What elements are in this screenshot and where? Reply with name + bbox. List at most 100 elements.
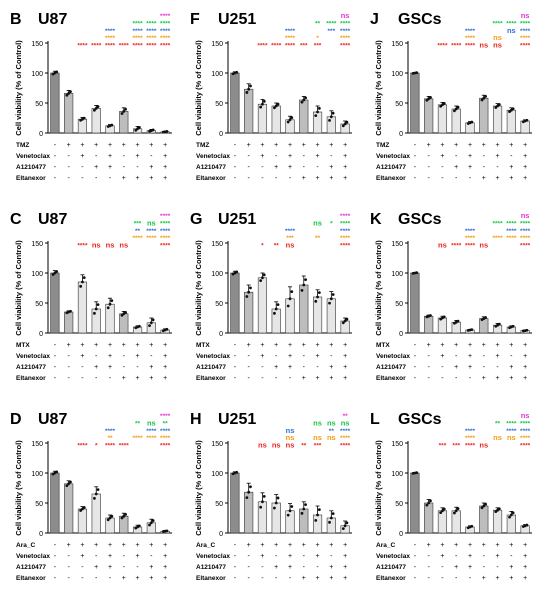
panel-letter: L [370,411,380,428]
significance-label: **** [520,243,531,250]
treatment-sign: - [95,553,98,560]
treatment-sign: + [260,342,264,349]
y-tick-label: 50 [35,501,43,508]
chart-panel-k: K GSCs Cell viability (% of Control) 0 50 100… [370,211,532,382]
bar [91,493,101,534]
significance-label: ns [313,433,322,442]
data-point [65,484,69,487]
bar [312,296,323,334]
treatment-sign: - [427,375,430,382]
treatment-sign: + [316,353,320,360]
treatment-row-label: A1210477 [376,564,406,571]
significance-label: **** [506,235,517,242]
data-point [316,110,319,114]
data-point [67,92,71,95]
data-point [120,112,124,115]
data-point [345,317,349,321]
treatment-sign: - [234,364,237,371]
treatment-sign: + [94,542,98,549]
treatment-sign: + [316,342,320,349]
treatment-sign: - [275,153,278,160]
significance-label: **** [146,435,157,442]
bar [77,118,88,134]
significance-label: **** [465,43,476,50]
treatment-sign: + [343,153,347,160]
treatment-row-label: MTX [376,342,390,349]
bar [299,284,309,334]
treatment-sign: + [122,542,126,549]
significance-label: **** [326,20,337,27]
treatment-sign: - [67,353,70,360]
data-point [120,516,124,520]
data-point [276,102,280,106]
significance-label: **** [465,28,476,35]
data-point [165,529,169,533]
panel-letter: C [10,211,22,228]
treatment-sign: + [94,142,98,149]
data-point [288,118,292,122]
significance-label: **** [340,443,351,450]
treatment-sign: + [149,375,153,382]
data-point [286,304,290,308]
treatment-sign: - [109,375,112,382]
treatment-sign: - [67,153,70,160]
treatment-sign: - [496,364,499,371]
treatment-sign: - [234,353,237,360]
data-point [122,110,126,113]
data-point [69,309,72,313]
treatment-sign: - [123,353,126,360]
data-point [96,105,100,108]
treatment-sign: - [234,575,237,582]
treatment-sign: - [427,364,430,371]
significance-label: ns [341,11,350,20]
treatment-sign: - [234,342,237,349]
treatment-sign: + [316,175,320,182]
treatment-row-label: Venetoclax [16,153,50,160]
y-tick-label: 50 [35,101,43,108]
treatment-sign: + [149,564,153,571]
significance-label: **** [271,43,282,50]
treatment-sign: + [247,342,251,349]
data-point [497,322,501,326]
treatment-sign: - [441,364,444,371]
y-tick-label: 150 [211,41,223,48]
data-point [345,521,349,525]
treatment-sign: - [247,353,250,360]
data-point [300,100,304,104]
significance-label: ** [107,435,113,442]
significance-label: *** [328,28,336,35]
significance-label: ns [327,418,336,427]
data-point [345,120,349,124]
treatment-row-label: Venetoclax [196,553,230,560]
y-axis-label: Cell viability (% of Control) [14,40,23,136]
data-point [55,470,59,474]
significance-label: *** [134,220,142,227]
data-point [249,286,252,290]
y-tick-label: 0 [399,531,403,538]
bar [437,104,448,134]
treatment-sign: + [523,542,527,549]
data-point [314,299,318,303]
data-point [96,488,100,492]
y-tick-label: 0 [39,531,43,538]
treatment-sign: - [247,164,250,171]
data-point [453,109,456,113]
data-point [65,93,69,97]
data-point [235,70,239,74]
significance-label: ns [521,411,530,420]
significance-label: **** [91,43,102,50]
treatment-sign: - [150,153,153,160]
treatment-sign: + [496,175,500,182]
treatment-sign: + [136,553,140,560]
data-point [456,105,460,109]
treatment-sign: - [67,564,70,571]
treatment-sign: - [247,375,250,382]
treatment-sign: - [455,175,458,182]
treatment-sign: - [455,375,458,382]
data-point [302,98,306,102]
treatment-sign: - [136,564,139,571]
data-point [261,500,264,504]
treatment-sign: + [316,375,320,382]
treatment-sign: - [81,175,84,182]
significance-label: ns [313,218,322,227]
